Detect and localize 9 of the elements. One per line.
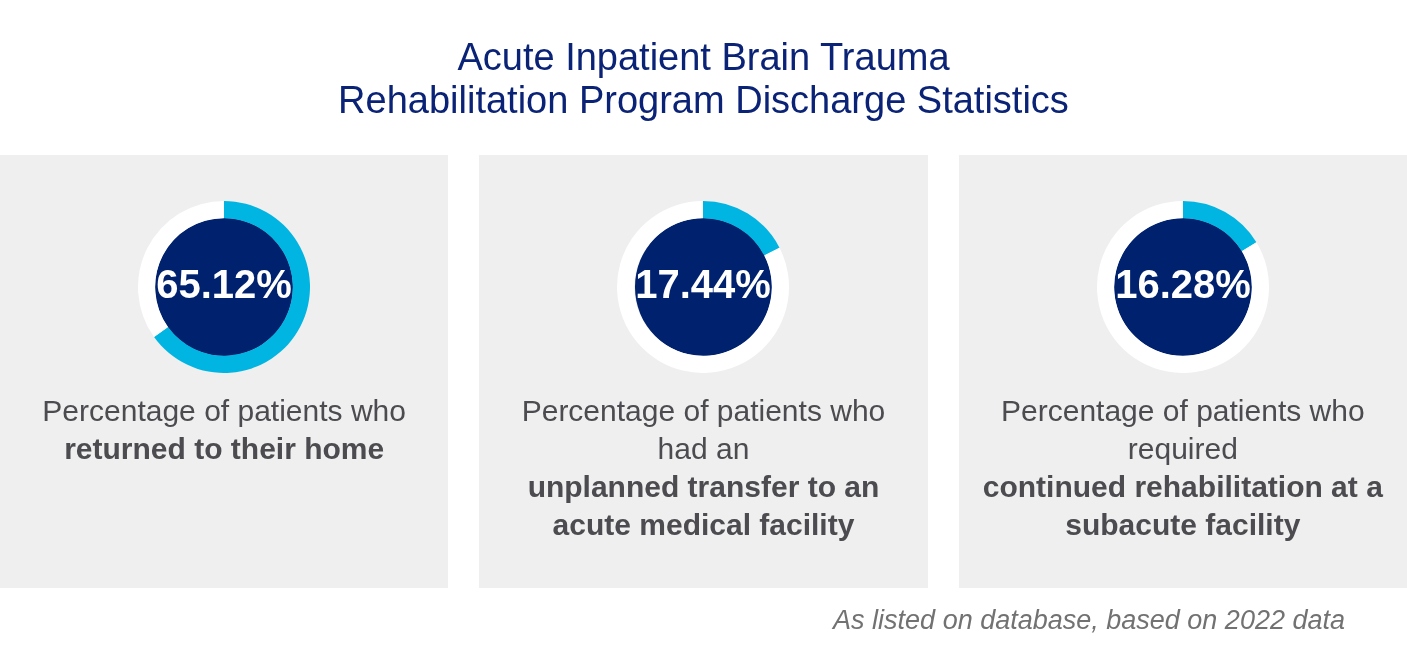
text: As listed on database, based on 2022 data [833,604,1345,637]
text: returned to their home [63,431,386,467]
text: Percentage of patients who [41,393,407,429]
data-label: 65.12% [156,262,292,307]
text: unplanned transfer to an acute medical facility [526,469,881,543]
text: Acute Inpatient Brain Trauma Rehabilitation Program Discharge Statistics [338,36,1069,121]
data-label: 17.44% [635,262,772,307]
data-label: 16.28% [1114,262,1251,307]
text: continued rehabilitation at a subacute facility [981,469,1384,543]
